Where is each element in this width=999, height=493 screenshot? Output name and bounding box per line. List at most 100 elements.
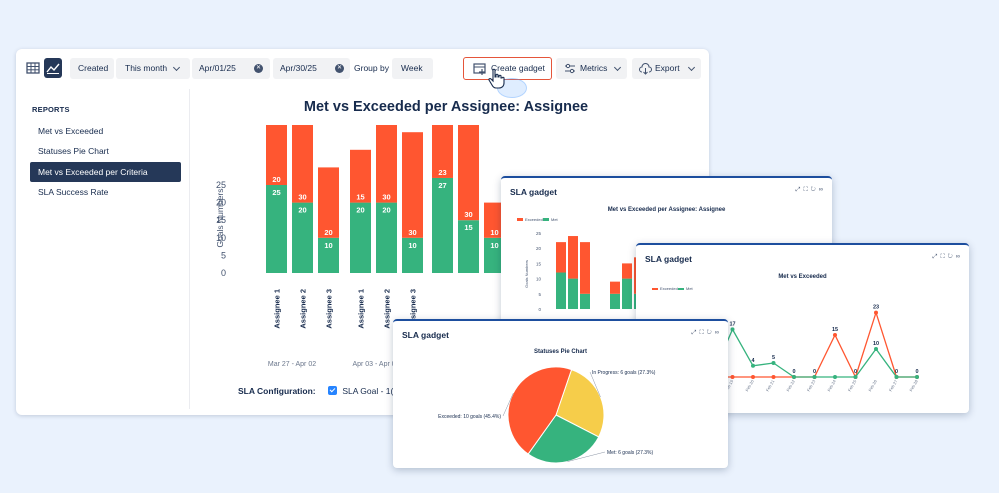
pie-slice [507, 366, 573, 455]
x-group-label: Mar 27 - Apr 02 [268, 361, 316, 368]
date-to-field[interactable]: Apr/30/25 ✕ [273, 58, 350, 79]
series-point [771, 375, 776, 379]
point-data-label: 5 [772, 355, 775, 361]
clear-icon[interactable]: ✕ [335, 64, 344, 73]
group-by-value: Week [401, 63, 423, 73]
sidebar-item-statuses-pie-chart[interactable]: Statuses Pie Chart [38, 146, 109, 156]
x-tick-label: Feb 20 [744, 378, 755, 392]
gadget-subtitle: Met vs Exceeded per Assignee: Assignee [607, 207, 726, 213]
y-tick-label: 25 [536, 231, 542, 236]
y-tick-label: 0 [221, 268, 226, 278]
create-gadget-label: Create gadget [491, 63, 545, 73]
fullscreen-icon[interactable]: ⛶ [803, 187, 811, 193]
y-tick-label: 20 [536, 246, 542, 251]
y-tick-label: 25 [216, 180, 226, 190]
sla-goal-checkbox[interactable] [327, 386, 337, 395]
group-by-select[interactable]: Week [392, 58, 433, 79]
series-point [751, 363, 755, 368]
bar-data-label: 20 [324, 228, 332, 237]
point-data-label: 4 [751, 358, 755, 364]
bar-exceeded [622, 263, 632, 279]
gadget-controls: ⤢⛶↻∞ [796, 187, 826, 194]
bar-met [292, 202, 313, 273]
pie-leader-line [589, 371, 601, 398]
bar-data-label: 20 [382, 206, 390, 215]
point-data-label: 0 [895, 369, 898, 375]
point-data-label: 23 [873, 305, 879, 311]
bar-exceeded [266, 125, 287, 185]
series-point [874, 310, 878, 315]
sla-configuration-label: SLA Configuration: [238, 386, 316, 396]
bar-exceeded [376, 125, 397, 203]
pie-leader-line [502, 392, 514, 417]
gadget-controls: ⤢⛶↻∞ [933, 254, 963, 261]
y-tick-label: 15 [536, 261, 542, 266]
sidebar-item-met-vs-exceeded[interactable]: Met vs Exceeded [38, 126, 104, 136]
x-tick-label: Feb 23 [806, 378, 817, 392]
grid-icon [26, 62, 40, 74]
export-button[interactable]: Export [632, 58, 701, 79]
legend-label: Exceeded [660, 286, 678, 291]
expand-icon[interactable]: ⤢ [691, 330, 700, 336]
sidebar-item-sla-success-rate[interactable]: SLA Success Rate [38, 187, 109, 197]
sidebar-item-met-vs-exceeded-per-criteria[interactable]: Met vs Exceeded per Criteria [30, 162, 181, 182]
x-tick-label: Feb 26 [867, 378, 878, 392]
period-select-label: This month [125, 63, 168, 73]
sla-gadget-statuses-pie[interactable]: SLA gadget ⤢⛶↻∞ Statuses Pie Chart In Pr… [393, 319, 728, 468]
bar-exceeded [580, 242, 590, 294]
fullscreen-icon[interactable]: ⛶ [699, 330, 707, 336]
point-data-label: 10 [873, 341, 879, 347]
bar-exceeded [318, 167, 339, 238]
table-view-button[interactable] [24, 58, 42, 78]
period-select[interactable]: This month [116, 58, 190, 79]
point-data-label: 0 [792, 369, 795, 375]
date-from-field[interactable]: Apr/01/25 ✕ [192, 58, 270, 79]
bar-data-label: 20 [298, 206, 306, 215]
link-icon[interactable]: ∞ [955, 254, 963, 260]
sla-goal-label: SLA Goal - 1(6m [342, 386, 406, 396]
refresh-icon[interactable]: ↻ [947, 254, 956, 260]
series-point [730, 375, 735, 379]
y-tick-label: 5 [538, 292, 541, 297]
sla-configuration: SLA Configuration: SLA Goal - 1(6m [238, 386, 405, 396]
clear-icon[interactable]: ✕ [254, 64, 263, 73]
fullscreen-icon[interactable]: ⛶ [940, 254, 948, 260]
metrics-label: Metrics [580, 63, 608, 73]
chevron-down-icon [172, 63, 181, 72]
create-gadget-button[interactable]: Create gadget [463, 57, 552, 80]
series-point [730, 327, 735, 332]
point-data-label: 0 [813, 369, 816, 375]
series-point [812, 375, 817, 379]
refresh-icon[interactable]: ↻ [706, 330, 715, 336]
link-icon[interactable]: ∞ [714, 330, 722, 336]
x-tick-label: Assignee 3 [325, 289, 334, 329]
x-tick-label: Feb 22 [785, 378, 796, 392]
expand-icon[interactable]: ⤢ [932, 254, 941, 260]
hand-pointer-icon [488, 68, 505, 89]
chart-view-button[interactable] [44, 58, 62, 78]
point-data-label: 15 [832, 327, 838, 333]
link-icon[interactable]: ∞ [818, 187, 826, 193]
metrics-button[interactable]: Metrics [556, 58, 627, 79]
y-tick-label: 15 [216, 215, 226, 225]
reports-sidebar: REPORTS Met vs Exceeded Statuses Pie Cha… [16, 89, 190, 409]
field-select[interactable]: Created [70, 58, 114, 79]
bar-data-label: 30 [408, 228, 416, 237]
bar-exceeded [610, 281, 620, 294]
bar-data-label: 23 [438, 168, 446, 177]
bar-met [266, 185, 287, 273]
bar-exceeded [402, 132, 423, 238]
x-tick-label: Feb 24 [826, 378, 837, 392]
x-tick-label: Feb 28 [908, 378, 919, 392]
trend-chart-icon [46, 63, 60, 74]
expand-icon[interactable]: ⤢ [795, 187, 804, 193]
gadget-title: SLA gadget [402, 330, 449, 340]
x-tick-label: Assignee 2 [383, 289, 392, 329]
gadget-title: SLA gadget [645, 254, 692, 264]
point-data-label: 0 [915, 369, 918, 375]
refresh-icon[interactable]: ↻ [810, 187, 819, 193]
x-tick-label: Feb 19 [724, 378, 735, 392]
bar-data-label: 20 [272, 175, 280, 184]
bar-exceeded [432, 125, 453, 178]
